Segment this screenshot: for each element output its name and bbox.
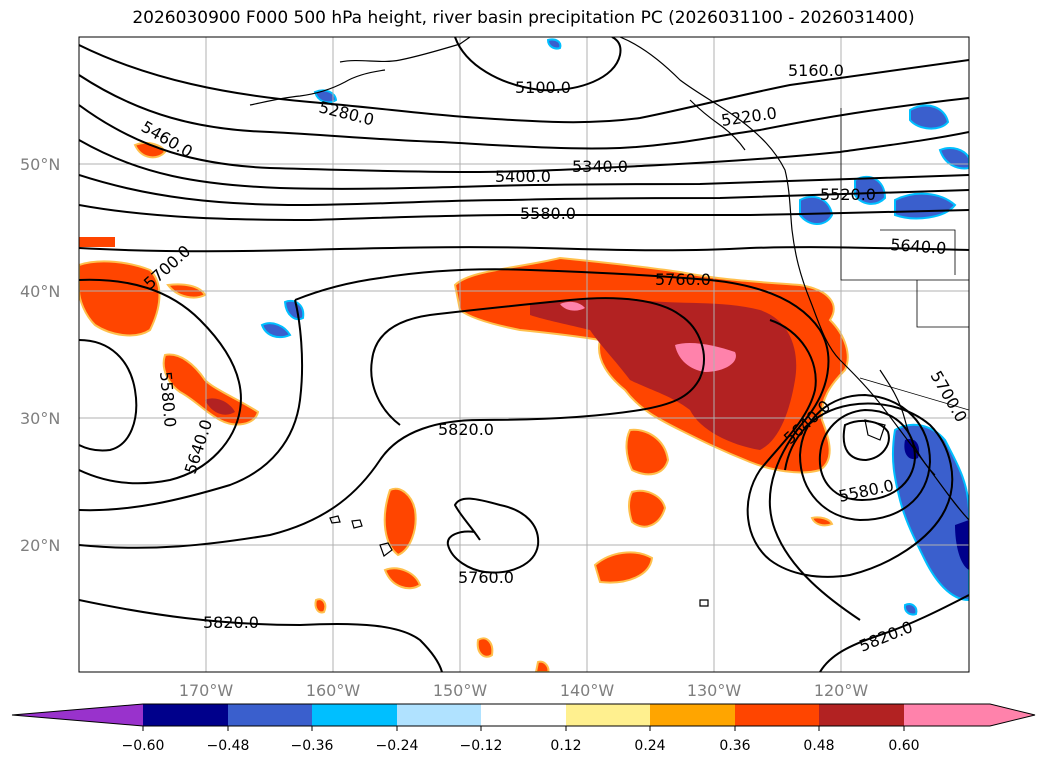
colorbar-tick-label: 0.12 (550, 738, 581, 754)
colorbar-segment (143, 704, 228, 726)
colorbar-segment (312, 704, 397, 726)
map-frame (78, 36, 970, 673)
contour-label: 5100.0 (515, 78, 571, 97)
colorbar-segment (566, 704, 650, 726)
contour-label: 5640.0 (890, 235, 947, 258)
precip-max-east-pacific (675, 342, 736, 372)
colorbar-segment (228, 704, 312, 726)
precip-blob-subtropical-west (162, 353, 260, 426)
lon-label: 120°W (814, 681, 869, 700)
colorbar-segment (650, 704, 735, 726)
colorbar-segment (904, 704, 1035, 726)
lon-label: 150°W (433, 681, 488, 700)
lat-label: 40°N (20, 282, 60, 301)
colorbar-segment (819, 704, 904, 726)
lon-label: 170°W (179, 681, 234, 700)
coastlines (249, 37, 969, 607)
colorbar-tick-label: 0.24 (634, 738, 665, 754)
contour-label: 5760.0 (458, 568, 514, 587)
contour-label: 5580.0 (156, 371, 180, 428)
colorbar-tick-label: 0.60 (888, 738, 919, 754)
colorbar-segment (735, 704, 819, 726)
lon-label: 160°W (306, 681, 361, 700)
precip-core-east-pacific (530, 299, 797, 450)
colorbar-segment (12, 704, 143, 726)
colorbar: −0.60 −0.48 −0.36 −0.24 −0.12 0.12 0.24 … (11, 703, 1036, 754)
colorbar-tick-label: −0.24 (376, 738, 419, 754)
height-contours (79, 37, 969, 672)
lat-label: 30°N (20, 409, 60, 428)
precip-shading (79, 38, 969, 672)
lat-label: 50°N (20, 155, 60, 174)
contour-label: 5520.0 (820, 185, 876, 204)
contour-label: 5760.0 (655, 270, 711, 289)
colorbar-segment (397, 704, 481, 726)
colorbar-tick-label: 0.48 (803, 738, 834, 754)
longitude-labels: 170°W 160°W 150°W 140°W 130°W 120°W (179, 681, 869, 700)
lat-label: 20°N (20, 536, 60, 555)
precip-blob-hawaii (383, 487, 417, 557)
colorbar-tick-label: −0.60 (122, 738, 165, 754)
lon-label: 140°W (560, 681, 615, 700)
contour-label: 5400.0 (495, 167, 551, 186)
contour-label: 5580.0 (520, 204, 576, 223)
political-borders (840, 108, 969, 411)
colorbar-tick-label: −0.48 (207, 738, 250, 754)
colorbar-tick-label: −0.36 (291, 738, 334, 754)
lon-label: 130°W (687, 681, 742, 700)
latitude-labels: 50°N 40°N 30°N 20°N (20, 155, 60, 555)
colorbar-segment (481, 704, 566, 726)
figure-title: 2026030900 F000 500 hPa height, river ba… (132, 8, 915, 28)
contour-label: 5820.0 (438, 420, 494, 439)
contour-label: 5160.0 (788, 61, 844, 80)
map-area: 5100.0 5160.0 5280.0 5220.0 5460.0 5340.… (79, 37, 969, 672)
contour-label: 5340.0 (572, 157, 628, 176)
colorbar-tick-label: 0.36 (719, 738, 750, 754)
colorbar-tick-label: −0.12 (460, 738, 503, 754)
contour-label: 5820.0 (203, 613, 259, 632)
